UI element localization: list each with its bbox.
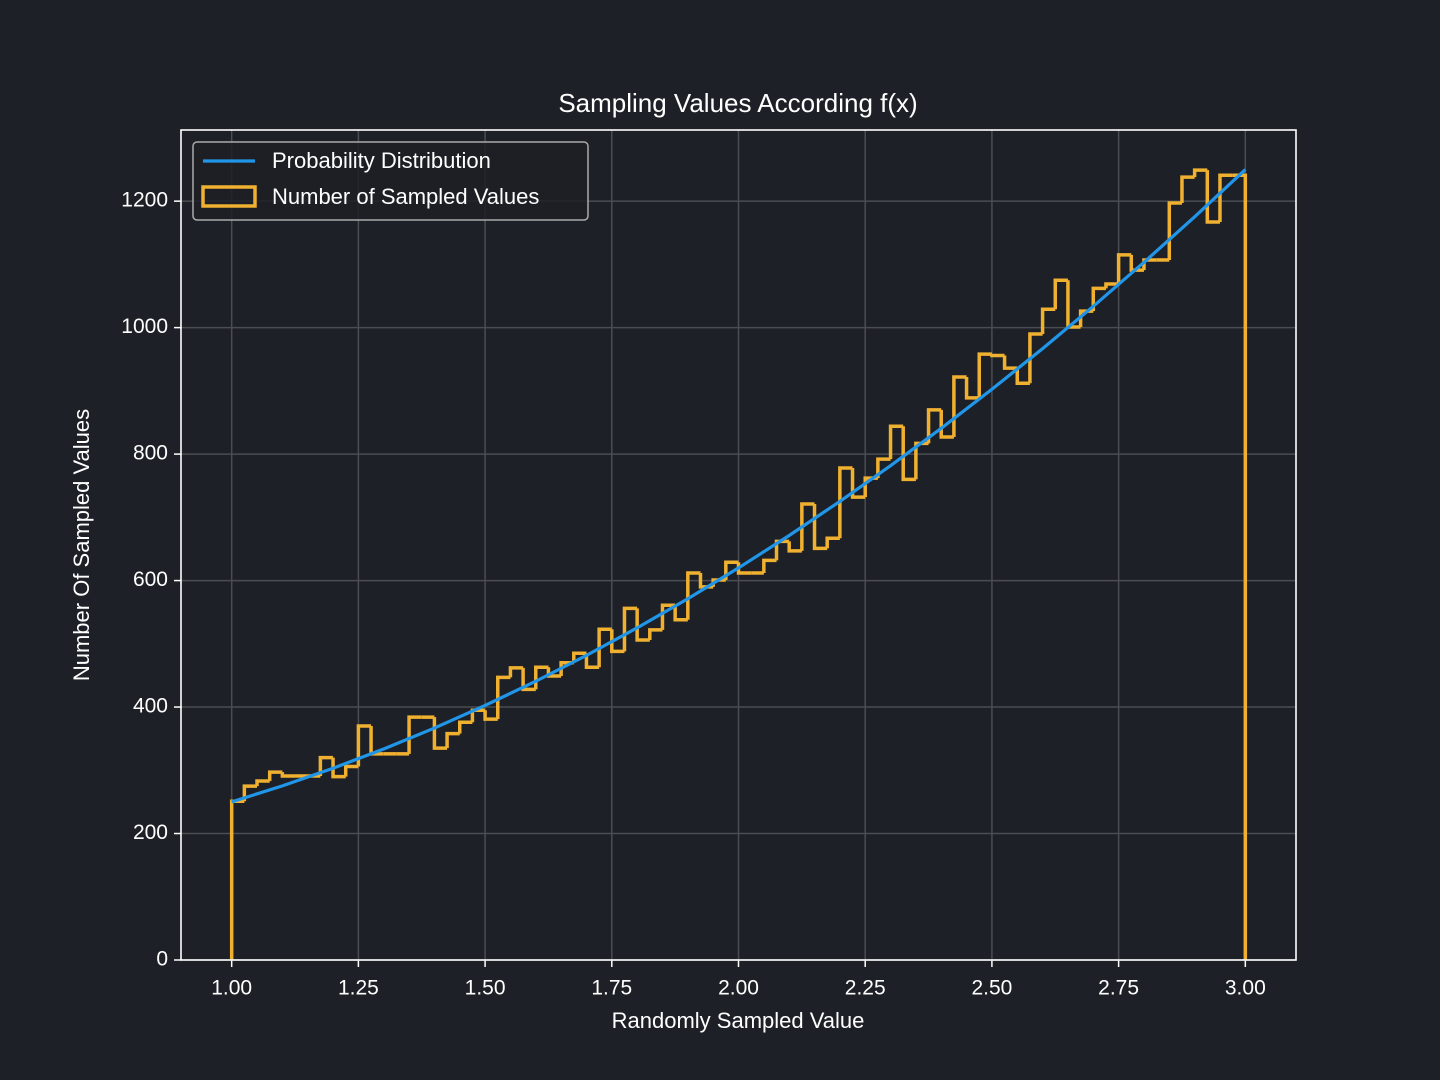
histogram-bin	[990, 353, 1005, 358]
histogram-bin	[914, 441, 929, 480]
histogram-bin	[673, 605, 688, 622]
histogram-bin	[876, 457, 891, 479]
histogram-bin	[483, 710, 498, 721]
plot-frame	[180, 129, 1297, 961]
histogram-bin	[964, 376, 980, 400]
x-tick-label: 1.00	[211, 977, 252, 1000]
histogram-bin	[622, 606, 638, 652]
histogram-bin	[496, 675, 511, 720]
y-tick-label: 400	[133, 695, 168, 718]
histogram-bin	[356, 724, 372, 767]
legend-label: Probability Distribution	[272, 148, 491, 173]
histogram-bin	[584, 653, 600, 669]
histogram-bin	[736, 562, 752, 575]
histogram-bin	[838, 466, 853, 539]
histogram-bin	[800, 502, 815, 551]
histogram-bin	[1205, 170, 1220, 224]
histogram-bin	[318, 755, 334, 776]
histogram-bin	[1218, 173, 1233, 223]
histogram-bin	[762, 558, 777, 573]
y-tick-label: 600	[133, 568, 168, 591]
x-tick-label: 2.00	[718, 977, 759, 1000]
histogram-bin	[660, 603, 676, 630]
histogram-bin	[1104, 282, 1119, 289]
legend-label: Number of Sampled Values	[272, 184, 539, 209]
legend-hist-swatch	[201, 185, 257, 208]
histogram-bin	[572, 651, 587, 663]
histogram-bin	[1040, 307, 1056, 334]
histogram-bin	[901, 426, 916, 482]
histogram-bin	[1116, 253, 1132, 284]
histogram-bin	[458, 720, 473, 734]
histogram-bin	[850, 468, 866, 499]
histogram-bin	[445, 731, 460, 749]
histogram-bin	[1192, 168, 1208, 178]
histogram-bin	[686, 571, 701, 620]
histogram-bin	[1180, 175, 1195, 204]
y-tick-label: 0	[156, 948, 168, 971]
histogram-bin	[331, 757, 346, 779]
histogram-bin	[926, 408, 942, 444]
histogram-bin	[1028, 332, 1043, 384]
histogram-bin	[1129, 254, 1144, 272]
histogram-bin	[1002, 355, 1018, 370]
histogram-bin	[597, 627, 612, 668]
histogram-bin	[343, 764, 359, 777]
x-tick-label: 1.75	[591, 977, 632, 1000]
histogram-bin	[267, 770, 283, 782]
histogram-bin	[787, 541, 802, 553]
histogram-bin	[825, 536, 840, 549]
histogram-bin	[635, 608, 650, 642]
x-tick-label: 2.50	[971, 977, 1012, 1000]
histogram-bin	[977, 352, 992, 398]
histogram-bin	[888, 424, 904, 460]
histogram-bin	[1091, 286, 1106, 312]
x-tick-label: 1.50	[465, 977, 506, 1000]
y-tick-label: 200	[133, 821, 168, 844]
x-tick-label: 2.25	[845, 977, 886, 1000]
histogram-bin	[255, 779, 270, 787]
y-tick-label: 1000	[121, 315, 168, 338]
histogram-bin	[242, 784, 258, 802]
histogram-bin	[1015, 368, 1030, 386]
histogram-bin	[648, 628, 663, 641]
x-tick-label: 2.75	[1098, 977, 1139, 1000]
chart-title: Sampling Values According f(x)	[558, 88, 917, 118]
histogram-bin	[1142, 258, 1157, 271]
histogram-bin	[610, 629, 625, 654]
x-tick-label: 1.25	[338, 977, 379, 1000]
histogram-bin	[280, 772, 296, 778]
histogram-bin	[521, 667, 536, 692]
histogram-bin	[774, 539, 790, 561]
x-axis-label: Randomly Sampled Value	[612, 1008, 865, 1033]
y-tick-label: 800	[133, 442, 168, 465]
histogram-bin	[939, 409, 954, 439]
x-tick-label: 3.00	[1225, 977, 1266, 1000]
histogram-bin	[508, 666, 524, 678]
legend-box	[192, 141, 589, 221]
histogram-bin	[407, 715, 422, 754]
line-series	[231, 168, 1247, 804]
histogram-bin	[1053, 278, 1068, 310]
y-tick-label: 1200	[121, 189, 168, 212]
y-axis-label: Number Of Sampled Values	[69, 409, 94, 681]
